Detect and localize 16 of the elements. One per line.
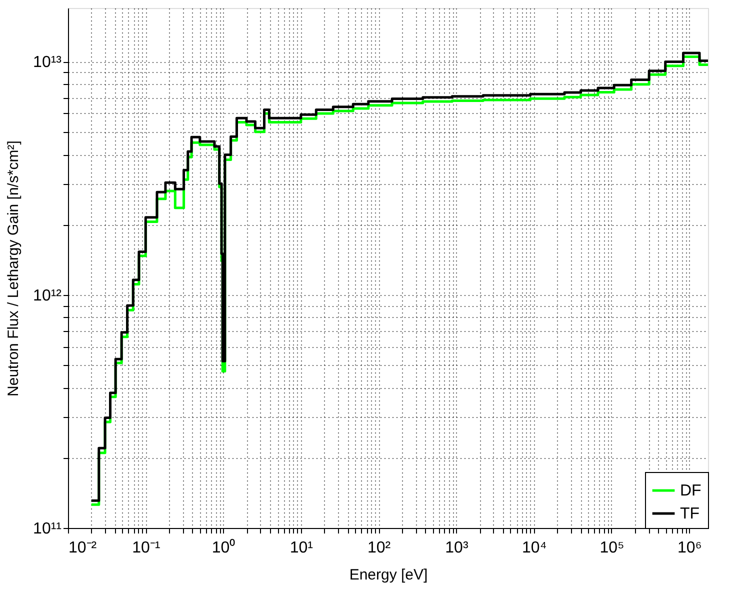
y-axis-title: Neutron Flux / Lethargy Gain [n/s*cm²] <box>5 140 22 396</box>
x-tick-label: 10⁵ <box>600 540 624 556</box>
x-tick-label: 10³ <box>445 540 469 556</box>
x-tick-label: 10⁰ <box>212 538 236 556</box>
x-tick-label: 10⁴ <box>522 540 547 556</box>
x-tick-label: 10⁶ <box>677 540 702 556</box>
y-tick-label: 10¹¹ <box>33 520 62 538</box>
x-tick-label: 10⁻² <box>68 540 98 556</box>
y-tick-label: 10¹³ <box>33 54 62 72</box>
x-tick-label: 10⁻¹ <box>132 540 160 556</box>
legend-label: DF <box>680 482 702 500</box>
x-tick-label: 10¹ <box>290 540 313 556</box>
x-axis-title: Energy [eV] <box>349 566 428 584</box>
x-tick-label: 10² <box>368 540 392 556</box>
y-tick-label: 10¹² <box>33 287 62 304</box>
legend-label: TF <box>680 506 700 522</box>
